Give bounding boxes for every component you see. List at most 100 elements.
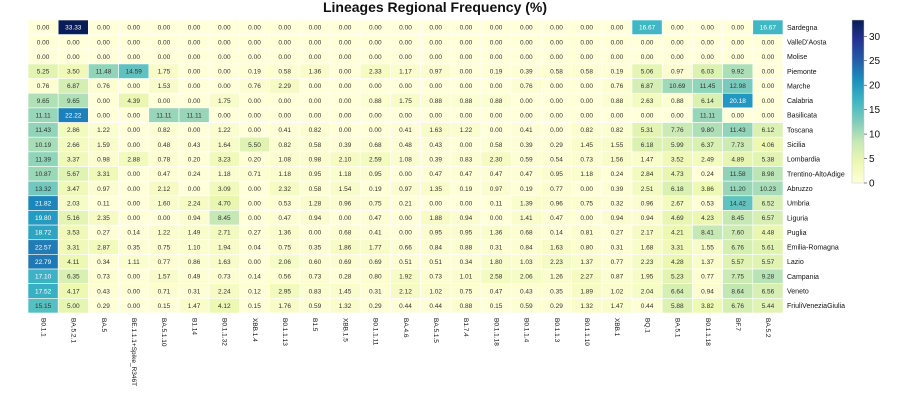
cell-value-label: 0.41: [278, 127, 291, 134]
cell-value-label: 2.71: [218, 230, 231, 237]
cell-value-label: 0.19: [248, 69, 261, 76]
cell-value-label: 6.52: [762, 200, 775, 207]
cell-value-label: 0.00: [580, 83, 593, 90]
cell-value-label: 0.00: [399, 171, 412, 178]
cell-value-label: 0.94: [309, 215, 322, 222]
cell-value-label: 0.00: [762, 83, 775, 90]
cell-value-label: 0.00: [399, 230, 412, 237]
cell-value-label: 0.95: [369, 171, 382, 178]
cell-value-label: 2.35: [97, 215, 110, 222]
cell-value-label: 1.47: [188, 303, 201, 310]
cell-value-label: 1.59: [97, 142, 110, 149]
cell-value-label: 3.86: [701, 186, 714, 193]
cell-value-label: 0.39: [339, 142, 352, 149]
cell-value-label: 0.00: [218, 25, 231, 32]
cell-value-label: 0.00: [731, 54, 744, 61]
cell-value-label: 1.03: [520, 259, 533, 266]
cell-value-label: 0.47: [158, 171, 171, 178]
cell-value-label: 7.73: [731, 142, 744, 149]
cell-value-label: 3.23: [218, 156, 231, 163]
cell-value-label: 0.00: [158, 98, 171, 105]
cell-value-label: 0.34: [460, 259, 473, 266]
cell-value-label: 7.75: [731, 274, 744, 281]
cell-value-label: 6.76: [731, 303, 744, 310]
cell-value-label: 4.06: [762, 142, 775, 149]
cell-value-label: 3.31: [671, 244, 684, 251]
cell-value-label: 0.68: [369, 142, 382, 149]
cell-value-label: 0.00: [460, 25, 473, 32]
cell-value-label: 1.37: [580, 259, 593, 266]
cell-value-label: 0.00: [188, 69, 201, 76]
column-label: B1.5: [311, 318, 318, 332]
row-label: Piemonte: [787, 69, 817, 76]
cell-value-label: 0.77: [158, 259, 171, 266]
cell-value-label: 0.94: [641, 215, 654, 222]
cell-value-label: 9.28: [762, 274, 775, 281]
cell-value-label: 1.54: [339, 186, 352, 193]
cell-value-label: 11.11: [35, 113, 51, 120]
cell-value-label: 2.59: [369, 156, 382, 163]
cell-value-label: 0.00: [188, 54, 201, 61]
cell-value-label: 1.75: [399, 98, 412, 105]
cell-value-label: 0.97: [97, 186, 110, 193]
cell-value-label: 5.00: [67, 303, 80, 310]
cell-value-label: 1.47: [611, 303, 624, 310]
chart-title: Lineages Regional Frequency (%): [323, 0, 547, 15]
cell-value-label: 0.59: [520, 156, 533, 163]
cell-value-label: 0.76: [248, 83, 261, 90]
cell-value-label: 0.77: [701, 274, 714, 281]
row-label: Trentino-AltoAdige: [787, 171, 845, 178]
cell-value-label: 1.36: [490, 230, 503, 237]
cell-value-label: 2.84: [641, 171, 654, 178]
column-label: B0.1.1: [39, 318, 46, 337]
cell-value-label: 0.00: [248, 259, 261, 266]
cell-value-label: 0.00: [580, 98, 593, 105]
cell-value-label: 6.18: [671, 186, 684, 193]
cell-value-label: 0.00: [37, 25, 50, 32]
cell-value-label: 6.87: [641, 83, 654, 90]
cell-value-label: 1.01: [460, 274, 473, 281]
cell-value-label: 2.87: [97, 244, 110, 251]
cell-value-label: 21.82: [35, 200, 52, 207]
cell-value-label: 6.35: [67, 274, 80, 281]
cell-value-label: 0.00: [701, 39, 714, 46]
cell-value-label: 0.00: [188, 83, 201, 90]
cell-value-label: 0.00: [248, 215, 261, 222]
cell-value-label: 1.22: [460, 127, 473, 134]
row-label: Campania: [787, 274, 819, 281]
cell-value-label: 0.82: [158, 127, 171, 134]
cell-value-label: 0.00: [762, 113, 775, 120]
column-label: BA.4.6: [402, 318, 409, 338]
cell-value-label: 0.00: [97, 54, 110, 61]
cell-value-label: 0.47: [490, 171, 503, 178]
cell-value-label: 0.68: [520, 230, 533, 237]
cell-value-label: 0.73: [97, 274, 110, 281]
cell-value-label: 14.42: [730, 200, 747, 207]
cell-value-label: 1.08: [278, 156, 291, 163]
cell-value-label: 4.17: [67, 288, 80, 295]
cell-value-label: 0.15: [248, 303, 261, 310]
cell-value-label: 6.64: [671, 288, 684, 295]
cell-value-label: 1.95: [641, 274, 654, 281]
cell-value-label: 0.00: [188, 39, 201, 46]
cell-value-label: 1.89: [580, 288, 593, 295]
cell-value-label: 0.51: [399, 259, 412, 266]
cell-value-label: 0.88: [429, 98, 442, 105]
cell-value-label: 15.15: [35, 303, 52, 310]
cell-value-label: 0.00: [520, 113, 533, 120]
cell-value-label: 0.00: [550, 127, 563, 134]
cell-value-label: 17.10: [35, 274, 52, 281]
cell-value-label: 0.00: [127, 200, 140, 207]
cell-value-label: 0.97: [429, 69, 442, 76]
cell-value-label: 0.00: [671, 25, 684, 32]
cell-value-label: 0.00: [520, 54, 533, 61]
cell-value-label: 0.00: [127, 127, 140, 134]
cell-value-label: 3.31: [97, 171, 110, 178]
column-label: B0.1.1.32: [221, 318, 228, 346]
cell-value-label: 0.00: [339, 54, 352, 61]
cell-value-label: 1.75: [218, 98, 231, 105]
cell-value-label: 0.00: [490, 215, 503, 222]
cell-value-label: 2.49: [701, 156, 714, 163]
cell-value-label: 6.56: [762, 288, 775, 295]
cell-value-label: 6.37: [701, 142, 714, 149]
